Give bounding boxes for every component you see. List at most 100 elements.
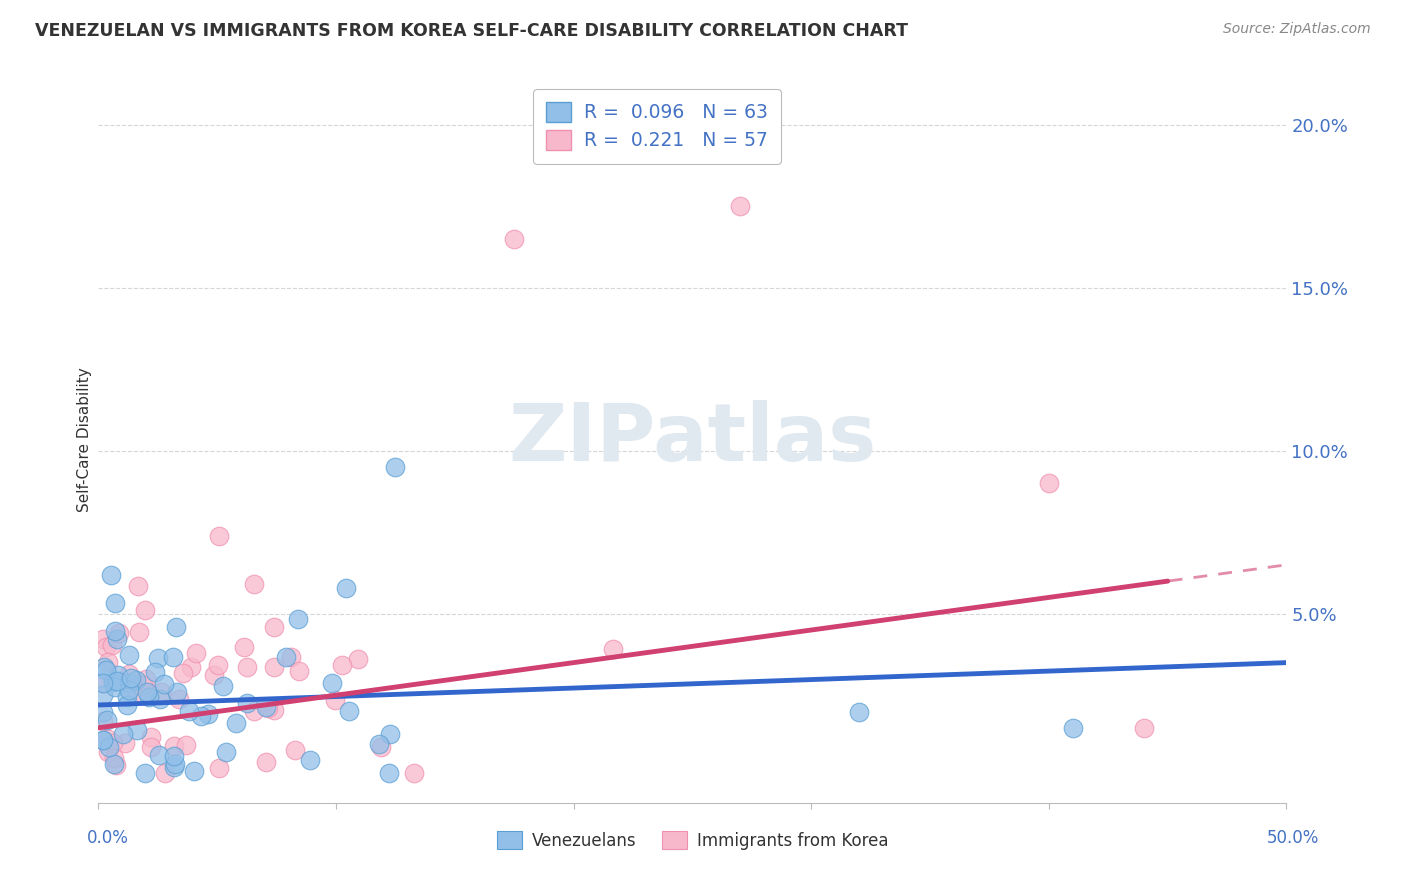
Point	[104, 624, 127, 639]
Point	[131, 688, 153, 702]
Point	[91, 705, 114, 719]
Point	[98, 740, 121, 755]
Point	[330, 658, 353, 673]
Point	[163, 739, 186, 753]
Point	[104, 596, 127, 610]
Point	[177, 704, 200, 718]
Point	[101, 638, 124, 652]
Point	[143, 665, 166, 679]
Point	[263, 703, 285, 717]
Point	[384, 460, 406, 475]
Point	[180, 660, 202, 674]
Point	[128, 624, 150, 639]
Point	[94, 663, 117, 677]
Point	[100, 567, 122, 582]
Point	[115, 698, 138, 712]
Point	[105, 673, 128, 688]
Point	[127, 723, 149, 737]
Point	[127, 579, 149, 593]
Point	[207, 658, 229, 673]
Point	[104, 680, 127, 694]
Point	[176, 738, 198, 752]
Point	[202, 668, 225, 682]
Point	[257, 701, 280, 715]
Point	[186, 646, 208, 660]
Point	[96, 713, 118, 727]
Point	[96, 640, 118, 654]
Point	[117, 675, 139, 690]
Text: 50.0%: 50.0%	[1267, 829, 1319, 847]
Point	[101, 736, 124, 750]
Point	[115, 690, 138, 704]
Point	[402, 766, 425, 780]
Point	[163, 748, 186, 763]
Point	[299, 753, 322, 767]
Point	[149, 691, 172, 706]
Point	[280, 649, 302, 664]
Point	[118, 648, 141, 663]
Point	[148, 651, 170, 665]
Point	[236, 660, 259, 674]
Point	[97, 732, 120, 747]
Point	[118, 667, 141, 681]
Point	[728, 199, 751, 213]
Point	[97, 656, 120, 670]
Point	[153, 766, 176, 780]
Point	[91, 632, 114, 646]
Point	[134, 603, 156, 617]
Point	[602, 642, 624, 657]
Point	[378, 766, 401, 780]
Point	[335, 581, 357, 595]
Point	[1133, 721, 1156, 735]
Point	[162, 649, 184, 664]
Point	[105, 758, 128, 772]
Point	[183, 764, 205, 778]
Point	[321, 675, 343, 690]
Point	[139, 730, 162, 744]
Point	[346, 651, 368, 665]
Point	[108, 626, 131, 640]
Point	[323, 692, 346, 706]
Legend: Venezuelans, Immigrants from Korea: Venezuelans, Immigrants from Korea	[491, 824, 894, 856]
Point	[91, 675, 114, 690]
Point	[233, 640, 256, 654]
Point	[103, 756, 125, 771]
Point	[263, 620, 285, 634]
Point	[97, 746, 120, 760]
Point	[208, 528, 231, 542]
Point	[117, 683, 139, 698]
Point	[135, 672, 157, 686]
Point	[225, 715, 247, 730]
Point	[197, 707, 219, 722]
Text: 0.0%: 0.0%	[87, 829, 129, 847]
Point	[274, 650, 297, 665]
Point	[135, 685, 157, 699]
Point	[153, 677, 176, 691]
Point	[283, 743, 305, 757]
Point	[503, 232, 526, 246]
Point	[172, 665, 194, 680]
Point	[236, 696, 259, 710]
Text: Source: ZipAtlas.com: Source: ZipAtlas.com	[1223, 22, 1371, 37]
Point	[367, 737, 389, 751]
Point	[166, 685, 188, 699]
Point	[112, 726, 135, 740]
Point	[125, 673, 148, 688]
Point	[1062, 721, 1084, 735]
Point	[91, 676, 114, 690]
Point	[254, 699, 277, 714]
Point	[254, 756, 277, 770]
Point	[169, 692, 191, 706]
Point	[163, 760, 186, 774]
Point	[101, 675, 124, 690]
Point	[190, 708, 212, 723]
Point	[378, 727, 401, 741]
Point	[243, 704, 266, 718]
Point	[121, 679, 143, 693]
Point	[287, 612, 309, 626]
Point	[138, 690, 160, 704]
Point	[288, 664, 311, 678]
Point	[163, 757, 186, 772]
Point	[150, 685, 173, 699]
Point	[141, 740, 163, 755]
